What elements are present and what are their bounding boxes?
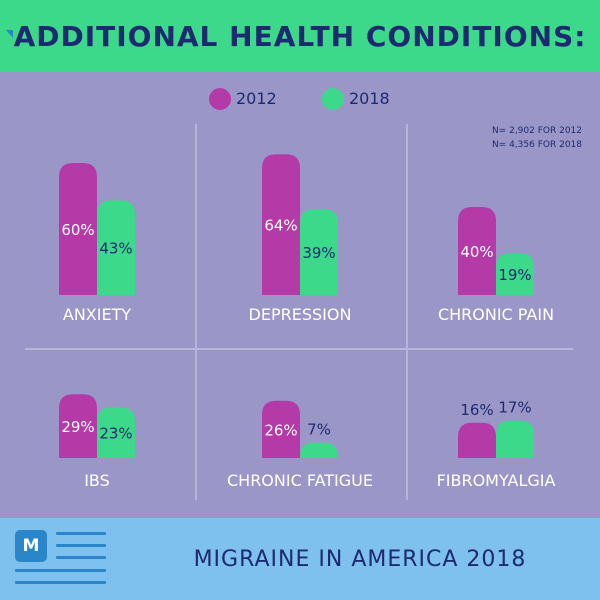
chart-title: ADDITIONAL HEALTH CONDITIONS: bbox=[13, 20, 587, 53]
data-label-fibromyalgia-2012: 16% bbox=[460, 401, 493, 419]
document-line bbox=[15, 569, 106, 572]
data-label-ibs-2012: 29% bbox=[61, 418, 94, 436]
bar-depression-2018 bbox=[300, 209, 338, 295]
data-label-chronic-pain-2012: 40% bbox=[460, 243, 493, 261]
bar-ibs-2018 bbox=[97, 407, 135, 458]
bar-anxiety-2012 bbox=[59, 163, 97, 295]
footer-banner: MIGRAINE IN AMERICA 2018 bbox=[0, 518, 600, 600]
category-label-chronic-pain: CHRONIC PAIN bbox=[438, 305, 554, 324]
footer-title: MIGRAINE IN AMERICA 2018 bbox=[193, 547, 527, 572]
bar-fibromyalgia-2012 bbox=[458, 422, 496, 458]
legend-label-2018: 2018 bbox=[349, 89, 390, 108]
legend-label-2012: 2012 bbox=[236, 89, 277, 108]
panel-divider bbox=[406, 350, 408, 500]
migraine-logo-icon: M bbox=[15, 530, 47, 562]
sample-size-note: N= 2,902 FOR 2012 N= 4,356 FOR 2018 bbox=[492, 124, 582, 152]
bar-fibromyalgia-2018 bbox=[496, 420, 534, 458]
panel-divider bbox=[25, 348, 573, 350]
document-line bbox=[15, 581, 106, 584]
document-line bbox=[56, 544, 106, 547]
bar-anxiety-2018 bbox=[97, 200, 135, 295]
bar-chronic-fatigue-2018 bbox=[300, 442, 338, 458]
panel-divider bbox=[195, 124, 197, 350]
document-line bbox=[56, 532, 106, 535]
data-label-ibs-2018: 23% bbox=[99, 425, 132, 443]
legend-swatch-2012 bbox=[209, 88, 231, 110]
legend-swatch-2018 bbox=[322, 88, 344, 110]
data-label-anxiety-2012: 60% bbox=[61, 221, 94, 239]
category-label-ibs: IBS bbox=[84, 471, 110, 490]
data-label-depression-2018: 39% bbox=[302, 244, 335, 262]
category-label-depression: DEPRESSION bbox=[249, 305, 352, 324]
category-label-fibromyalgia: FIBROMYALGIA bbox=[437, 471, 556, 490]
bar-chronic-pain-2012 bbox=[458, 207, 496, 295]
panel-divider bbox=[406, 124, 408, 350]
category-label-chronic-fatigue: CHRONIC FATIGUE bbox=[227, 471, 373, 490]
data-label-chronic-pain-2018: 19% bbox=[498, 266, 531, 284]
sample-size-2012: N= 2,902 FOR 2012 bbox=[491, 126, 582, 136]
bar-depression-2012 bbox=[262, 154, 300, 295]
bar-chronic-pain-2018 bbox=[496, 253, 534, 295]
data-label-anxiety-2018: 43% bbox=[99, 240, 132, 258]
data-label-chronic-fatigue-2018: 7% bbox=[307, 421, 331, 439]
data-label-depression-2012: 64% bbox=[264, 217, 297, 235]
bar-chronic-fatigue-2012 bbox=[262, 400, 300, 458]
logo-bubble-tail bbox=[6, 30, 13, 38]
panel-divider bbox=[195, 350, 197, 500]
sample-size-2018: N= 4,356 FOR 2018 bbox=[491, 140, 582, 150]
logo-letter: M bbox=[22, 536, 40, 556]
data-label-chronic-fatigue-2012: 26% bbox=[264, 421, 297, 439]
legend: 2012 2018 bbox=[0, 86, 600, 112]
header-banner: ADDITIONAL HEALTH CONDITIONS: bbox=[0, 0, 600, 72]
data-label-fibromyalgia-2018: 17% bbox=[498, 399, 531, 417]
document-line bbox=[56, 556, 106, 559]
category-label-anxiety: ANXIETY bbox=[63, 305, 131, 324]
bar-ibs-2012 bbox=[59, 394, 97, 458]
